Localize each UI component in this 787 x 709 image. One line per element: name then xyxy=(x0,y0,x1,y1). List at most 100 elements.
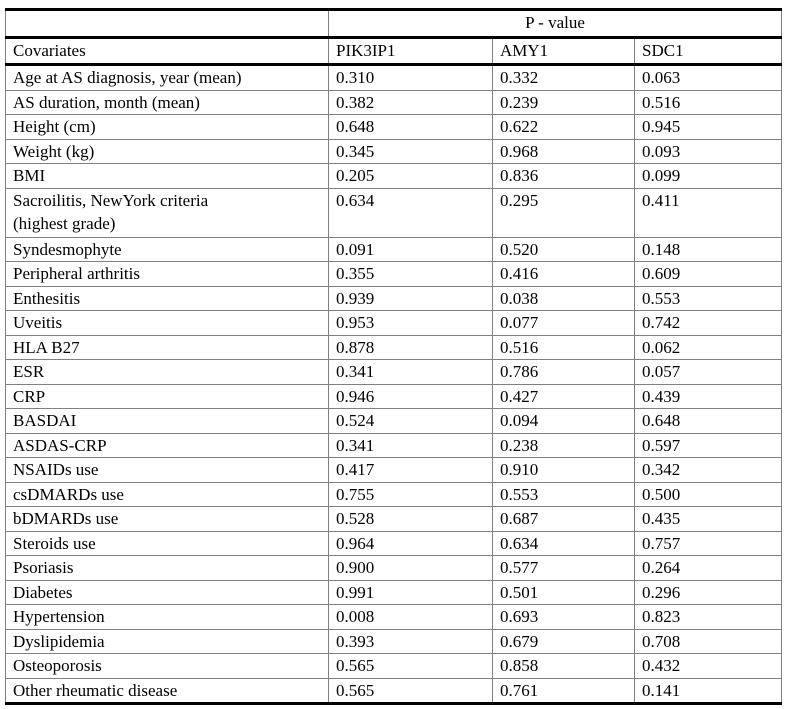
pvalue-cell: 0.553 xyxy=(492,481,635,507)
column-header-covariates: Covariates xyxy=(5,37,329,66)
pvalue-cell: 0.411 xyxy=(633,187,783,238)
pvalue-cell: 0.553 xyxy=(633,285,783,311)
covariate-label: Peripheral arthritis xyxy=(5,261,329,287)
covariate-label: Sacroilitis, NewYork criteria (highest gr… xyxy=(5,187,329,238)
covariate-label: bDMARDs use xyxy=(5,506,329,532)
pvalue-cell: 0.622 xyxy=(492,114,635,140)
pvalue-cell: 0.516 xyxy=(492,334,635,360)
table-row: Psoriasis 0.900 0.577 0.264 xyxy=(5,555,783,581)
pvalue-cell: 0.878 xyxy=(328,334,493,360)
column-header-sdc1: SDC1 xyxy=(633,37,783,66)
pvalue-cell: 0.141 xyxy=(633,677,783,705)
covariate-label: Hypertension xyxy=(5,604,329,630)
pvalue-cell: 0.435 xyxy=(633,506,783,532)
pvalue-cell: 0.900 xyxy=(328,555,493,581)
pvalue-cell: 0.439 xyxy=(633,383,783,409)
pvalue-cell: 0.991 xyxy=(328,579,493,605)
covariate-label: csDMARDs use xyxy=(5,481,329,507)
covariate-label: Age at AS diagnosis, year (mean) xyxy=(5,64,329,91)
covariate-label: Enthesitis xyxy=(5,285,329,311)
table-row: Steroids use 0.964 0.634 0.757 xyxy=(5,530,783,556)
table-spanner-row: P - value xyxy=(5,8,783,39)
pvalue-cell: 0.057 xyxy=(633,359,783,385)
pvalue-cell: 0.091 xyxy=(328,236,493,262)
table-row: ASDAS-CRP 0.341 0.238 0.597 xyxy=(5,432,783,458)
pvalue-cell: 0.968 xyxy=(492,138,635,164)
table-body: Age at AS diagnosis, year (mean) 0.310 0.3… xyxy=(5,64,783,705)
covariate-label: Diabetes xyxy=(5,579,329,605)
pvalue-cell: 0.910 xyxy=(492,457,635,483)
table-row: Hypertension 0.008 0.693 0.823 xyxy=(5,604,783,630)
covariate-label: Dyslipidemia xyxy=(5,628,329,654)
covariate-label: Other rheumatic disease xyxy=(5,677,329,705)
pvalue-cell: 0.757 xyxy=(633,530,783,556)
pvalue-cell: 0.648 xyxy=(328,114,493,140)
pvalue-cell: 0.742 xyxy=(633,310,783,336)
table-row: Diabetes 0.991 0.501 0.296 xyxy=(5,579,783,605)
covariate-label: ASDAS-CRP xyxy=(5,432,329,458)
table-row: Age at AS diagnosis, year (mean) 0.310 0.3… xyxy=(5,64,783,91)
table-row: Peripheral arthritis 0.355 0.416 0.609 xyxy=(5,261,783,287)
pvalue-cell: 0.427 xyxy=(492,383,635,409)
table-row: Syndesmophyte 0.091 0.520 0.148 xyxy=(5,236,783,262)
column-header-pik3ip1: PIK3IP1 xyxy=(328,37,493,66)
spanner-empty-cell xyxy=(5,8,329,39)
table-row: Enthesitis 0.939 0.038 0.553 xyxy=(5,285,783,311)
pvalue-cell: 0.296 xyxy=(633,579,783,605)
pvalue-cell: 0.038 xyxy=(492,285,635,311)
table-row: Osteoporosis 0.565 0.858 0.432 xyxy=(5,653,783,679)
covariate-label: Steroids use xyxy=(5,530,329,556)
pvalue-cell: 0.432 xyxy=(633,653,783,679)
pvalue-cell: 0.964 xyxy=(328,530,493,556)
table-row: Dyslipidemia 0.393 0.679 0.708 xyxy=(5,628,783,654)
covariate-label: Uveitis xyxy=(5,310,329,336)
pvalue-cell: 0.823 xyxy=(633,604,783,630)
covariate-label: ESR xyxy=(5,359,329,385)
table-row: Other rheumatic disease 0.565 0.761 0.141 xyxy=(5,677,783,705)
pvalue-table: P - value Covariates PIK3IP1 AMY1 SDC1 A… xyxy=(5,8,783,705)
pvalue-cell: 0.500 xyxy=(633,481,783,507)
pvalue-cell: 0.597 xyxy=(633,432,783,458)
pvalue-cell: 0.295 xyxy=(492,187,635,238)
pvalue-cell: 0.687 xyxy=(492,506,635,532)
table-row: CRP 0.946 0.427 0.439 xyxy=(5,383,783,409)
pvalue-cell: 0.417 xyxy=(328,457,493,483)
pvalue-cell: 0.945 xyxy=(633,114,783,140)
pvalue-cell: 0.634 xyxy=(328,187,493,238)
covariate-label: AS duration, month (mean) xyxy=(5,89,329,115)
pvalue-cell: 0.648 xyxy=(633,408,783,434)
table-row: HLA B27 0.878 0.516 0.062 xyxy=(5,334,783,360)
covariate-label: HLA B27 xyxy=(5,334,329,360)
pvalue-cell: 0.093 xyxy=(633,138,783,164)
pvalue-cell: 0.416 xyxy=(492,261,635,287)
table-row: Sacroilitis, NewYork criteria (highest gr… xyxy=(5,187,783,238)
pvalue-cell: 0.565 xyxy=(328,677,493,705)
table-row: ESR 0.341 0.786 0.057 xyxy=(5,359,783,385)
pvalue-cell: 0.341 xyxy=(328,432,493,458)
table-row: Uveitis 0.953 0.077 0.742 xyxy=(5,310,783,336)
pvalue-cell: 0.708 xyxy=(633,628,783,654)
table-row: bDMARDs use 0.528 0.687 0.435 xyxy=(5,506,783,532)
pvalue-cell: 0.761 xyxy=(492,677,635,705)
covariate-label: Psoriasis xyxy=(5,555,329,581)
pvalue-cell: 0.332 xyxy=(492,64,635,91)
table-row: AS duration, month (mean) 0.382 0.239 0.516 xyxy=(5,89,783,115)
pvalue-cell: 0.836 xyxy=(492,163,635,189)
pvalue-cell: 0.786 xyxy=(492,359,635,385)
pvalue-cell: 0.528 xyxy=(328,506,493,532)
pvalue-cell: 0.634 xyxy=(492,530,635,556)
pvalue-cell: 0.094 xyxy=(492,408,635,434)
pvalue-cell: 0.609 xyxy=(633,261,783,287)
covariate-label: Syndesmophyte xyxy=(5,236,329,262)
pvalue-cell: 0.939 xyxy=(328,285,493,311)
pvalue-cell: 0.382 xyxy=(328,89,493,115)
pvalue-spanner-header: P - value xyxy=(327,8,783,39)
pvalue-cell: 0.239 xyxy=(492,89,635,115)
pvalue-cell: 0.341 xyxy=(328,359,493,385)
table-row: Height (cm) 0.648 0.622 0.945 xyxy=(5,114,783,140)
pvalue-cell: 0.953 xyxy=(328,310,493,336)
covariate-label: CRP xyxy=(5,383,329,409)
pvalue-cell: 0.755 xyxy=(328,481,493,507)
pvalue-cell: 0.693 xyxy=(492,604,635,630)
table-row: csDMARDs use 0.755 0.553 0.500 xyxy=(5,481,783,507)
